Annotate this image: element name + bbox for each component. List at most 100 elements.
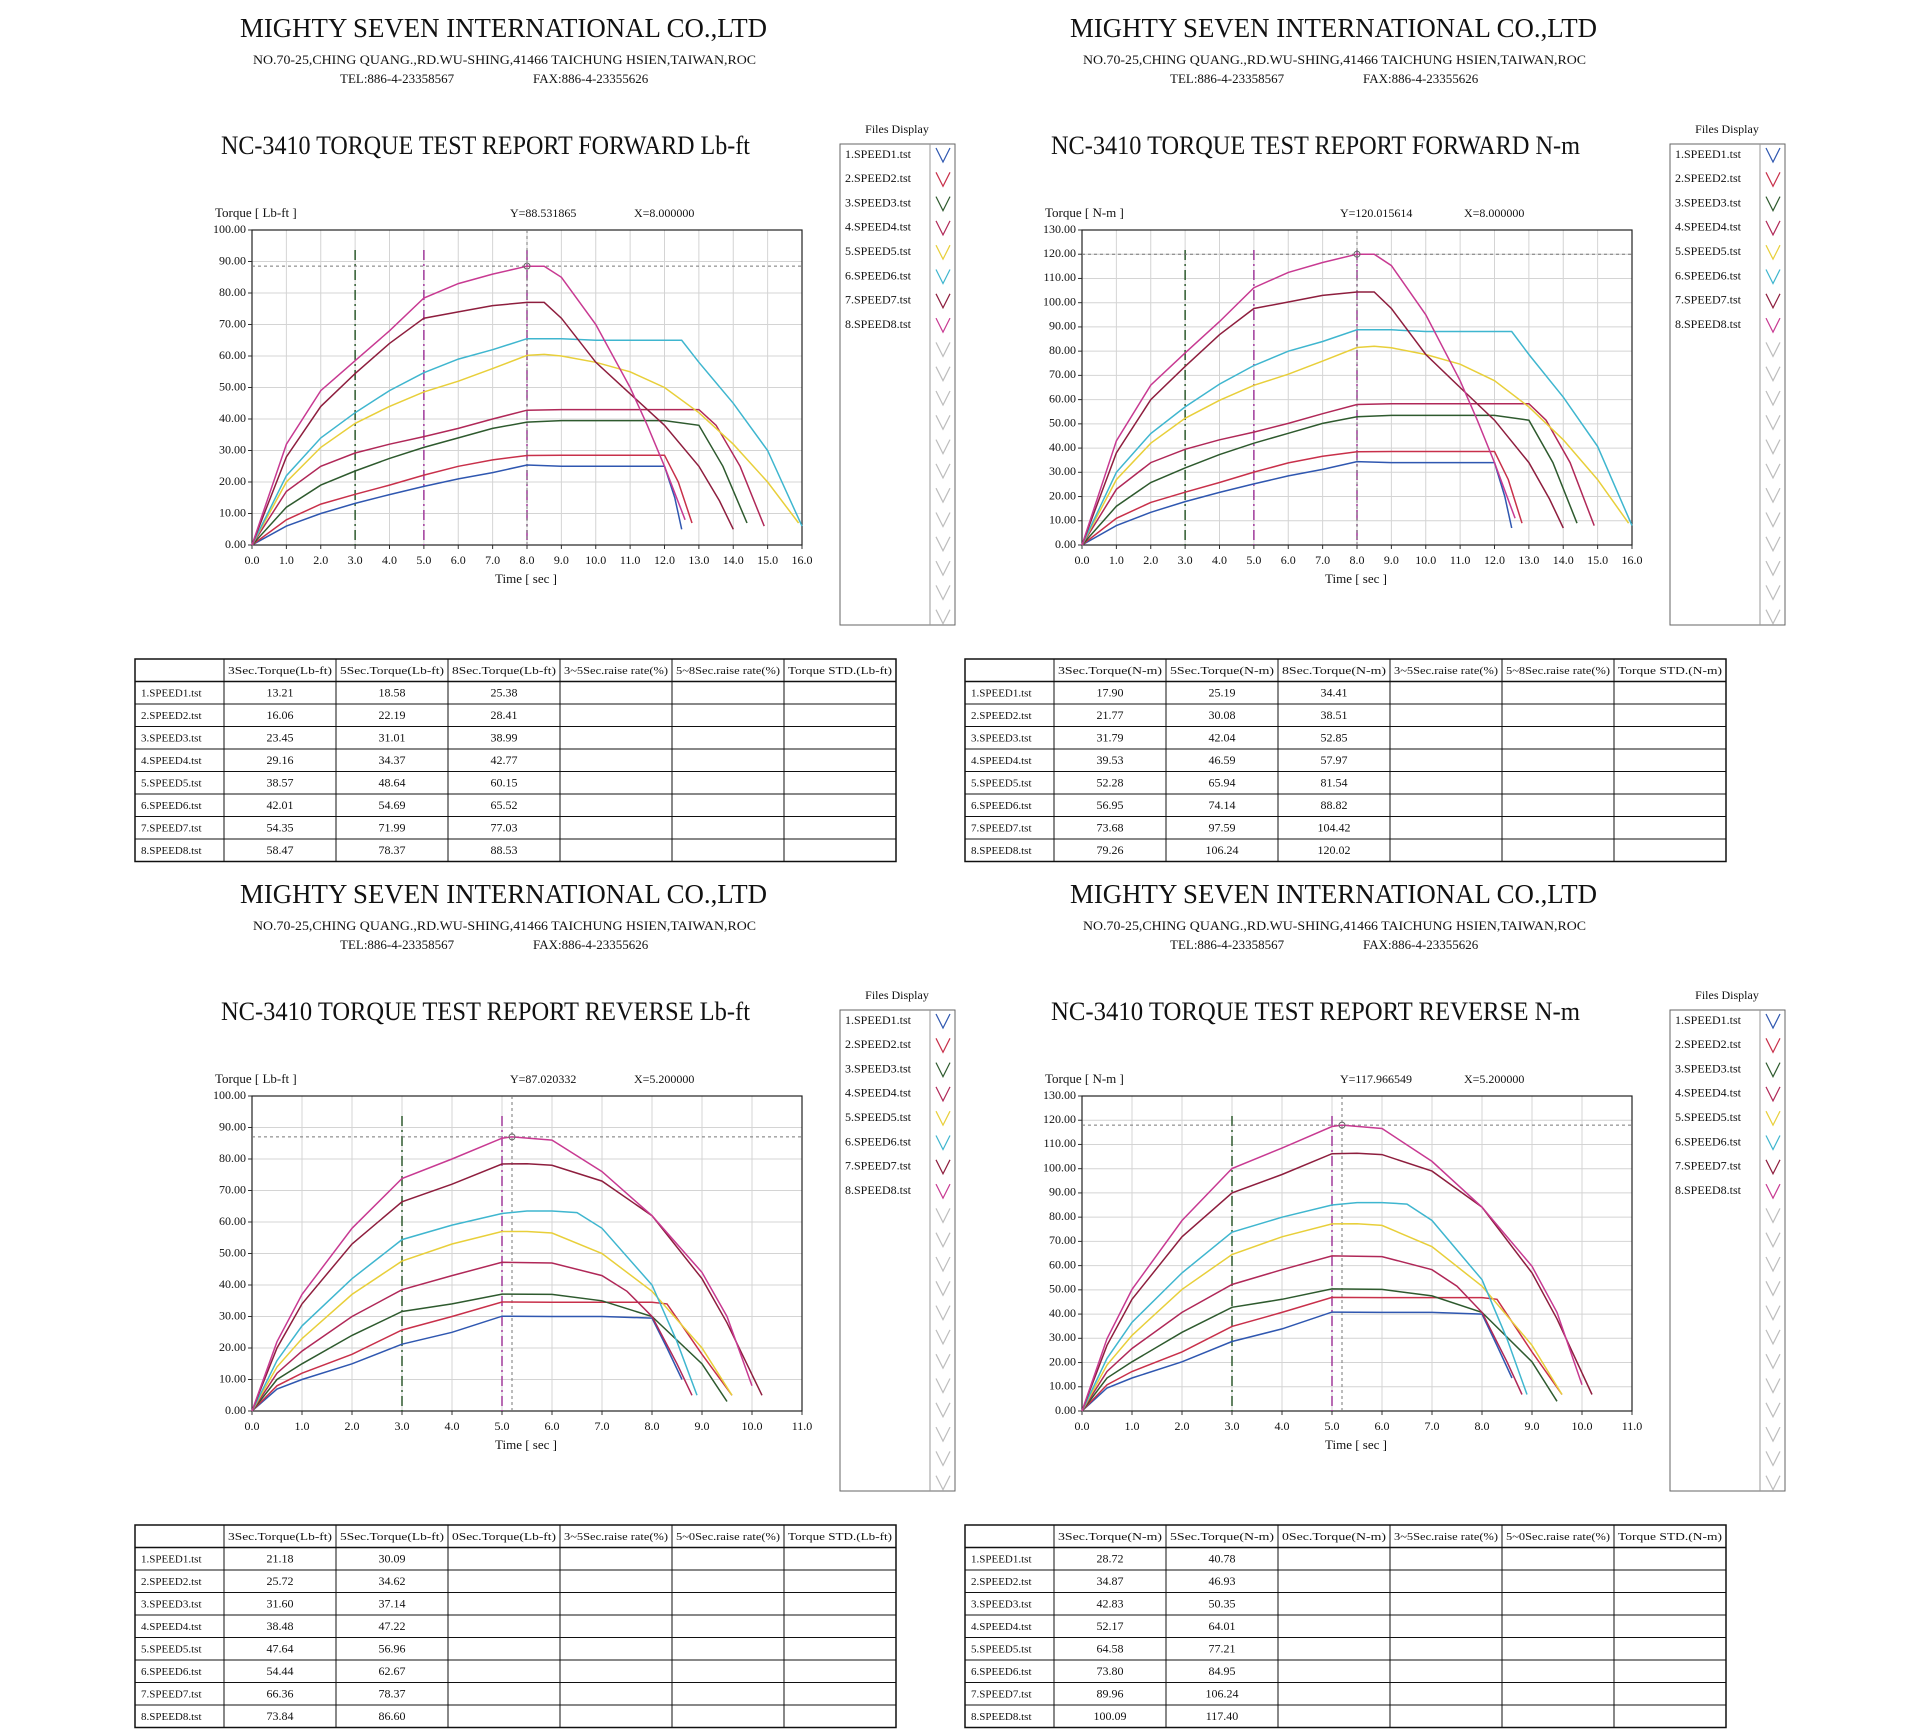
- table-cell: 13.21: [267, 686, 294, 700]
- table-cell: 89.96: [1097, 1687, 1124, 1701]
- legend-slot: [935, 463, 951, 480]
- company-address: NO.70-25,CHING QUANG.,RD.WU-SHING,41466 …: [1083, 918, 1586, 933]
- x-tick-label: 15.0: [1587, 553, 1608, 567]
- table-header: 3Sec.Torque(Lb-ft): [228, 665, 332, 677]
- legend-entry: 2.SPEED2.tst: [1675, 171, 1742, 185]
- report-panel: MIGHTY SEVEN INTERNATIONAL CO.,LTD NO.70-…: [964, 879, 1786, 1729]
- torque-curve: [1081, 1288, 1558, 1412]
- legend-entry: 6.SPEED6.tst: [845, 268, 912, 282]
- y-tick-label: 10.00: [219, 1371, 246, 1385]
- table-row-file: 3.SPEED3.tst: [141, 1598, 202, 1610]
- legend-swatch: [935, 1062, 951, 1078]
- table-frame: [134, 658, 897, 863]
- y-tick-label: 30.00: [1049, 464, 1076, 478]
- table-cell: 30.08: [1209, 708, 1236, 722]
- legend-swatch: [935, 244, 951, 261]
- y-tick-label: 70.00: [1049, 1233, 1076, 1247]
- table-cell: 21.18: [267, 1552, 294, 1566]
- legend-swatch: [935, 1159, 951, 1176]
- table-cell: 54.35: [267, 821, 294, 835]
- table-cell: 62.67: [379, 1664, 406, 1678]
- x-tick-label: 6.0: [1375, 1419, 1390, 1433]
- table-row-file: 5.SPEED5.tst: [141, 1643, 202, 1655]
- x-tick-label: 8.0: [1475, 1419, 1490, 1433]
- x-tick-label: 14.0: [1553, 553, 1574, 567]
- y-tick-label: 110.00: [1043, 270, 1076, 284]
- x-tick-label: 1.0: [279, 553, 294, 567]
- legend-entry: 3.SPEED3.tst: [845, 195, 912, 209]
- table-row-file: 8.SPEED8.tst: [141, 845, 202, 857]
- table-cell: 25.38: [491, 686, 518, 700]
- legend-slot: [935, 1305, 951, 1321]
- table-cell: 38.51: [1321, 708, 1348, 722]
- legend-swatch: [935, 1086, 951, 1103]
- table-frame: [134, 1524, 897, 1729]
- legend-swatch: [1765, 196, 1781, 212]
- legend-slot: [935, 512, 951, 528]
- legend-box: [839, 143, 956, 626]
- torque-curve: [251, 353, 800, 546]
- legend-slot: [1765, 487, 1781, 504]
- y-axis-label: Torque [ Lb-ft ]: [215, 1071, 297, 1086]
- table-cell: 34.62: [379, 1574, 406, 1588]
- legend-swatch: [1765, 220, 1781, 237]
- table-cell: 97.59: [1209, 821, 1236, 835]
- report-panel: MIGHTY SEVEN INTERNATIONAL CO.,LTD NO.70-…: [964, 13, 1786, 863]
- table-cell: 31.79: [1097, 731, 1124, 745]
- y-tick-label: 30.00: [219, 442, 246, 456]
- torque-curve: [1081, 291, 1564, 546]
- y-tick-label: 40.00: [219, 411, 246, 425]
- x-tick-label: 9.0: [1384, 553, 1399, 567]
- torque-curve: [1081, 345, 1630, 546]
- y-tick-label: 0.00: [225, 537, 246, 551]
- table-cell: 16.06: [267, 708, 294, 722]
- x-tick-label: 3.0: [1225, 1419, 1240, 1433]
- table-cell: 54.44: [267, 1664, 294, 1678]
- x-tick-label: 9.0: [554, 553, 569, 567]
- legend-swatch: [935, 269, 951, 285]
- table-row-file: 5.SPEED5.tst: [971, 1643, 1032, 1655]
- x-tick-label: 12.0: [654, 553, 675, 567]
- company-address: NO.70-25,CHING QUANG.,RD.WU-SHING,41466 …: [1083, 52, 1586, 67]
- company-name: MIGHTY SEVEN INTERNATIONAL CO.,LTD: [1070, 13, 1597, 43]
- y-tick-label: 90.00: [219, 253, 246, 267]
- company-tel: TEL:886-4-23358567: [340, 937, 455, 952]
- legend-swatch: [1765, 1086, 1781, 1103]
- x-tick-label: 13.0: [688, 553, 709, 567]
- table-cell: 78.37: [379, 1687, 406, 1701]
- torque-curve: [1081, 1255, 1523, 1412]
- legend-swatch: [1765, 1159, 1781, 1176]
- x-tick-label: 8.0: [645, 1419, 660, 1433]
- y-tick-label: 50.00: [219, 379, 246, 393]
- x-tick-label: 3.0: [1178, 553, 1193, 567]
- y-axis-label: Torque [ N-m ]: [1045, 1071, 1124, 1086]
- table-cell: 73.68: [1097, 821, 1124, 835]
- legend-entry: 1.SPEED1.tst: [845, 147, 912, 161]
- x-tick-label: 13.0: [1518, 553, 1539, 567]
- torque-curve: [1081, 1311, 1513, 1412]
- table-cell: 37.14: [379, 1597, 406, 1611]
- company-tel: TEL:886-4-23358567: [1170, 937, 1285, 952]
- legend-slot: [1765, 1232, 1781, 1249]
- legend-entry: 3.SPEED3.tst: [845, 1061, 912, 1075]
- table-cell: 64.58: [1097, 1642, 1124, 1656]
- legend-slot: [935, 390, 951, 407]
- y-tick-label: 70.00: [1049, 367, 1076, 381]
- x-tick-label: 2.0: [1175, 1419, 1190, 1433]
- table-row-file: 8.SPEED8.tst: [971, 845, 1032, 857]
- table-row-file: 7.SPEED7.tst: [141, 822, 202, 834]
- legend-swatch: [1765, 1013, 1781, 1030]
- table-frame: [964, 658, 1727, 863]
- legend-swatch: [1765, 1062, 1781, 1078]
- legend-swatch: [935, 293, 951, 310]
- torque-curve: [251, 419, 748, 546]
- y-tick-label: 100.00: [213, 222, 246, 236]
- table-cell: 79.26: [1097, 843, 1124, 857]
- table-header: 5Sec.Torque(N-m): [1170, 1531, 1274, 1543]
- table-cell: 54.69: [379, 798, 406, 812]
- legend-slot: [935, 1353, 951, 1370]
- legend-slot: [935, 609, 951, 626]
- table-header: 3Sec.Torque(N-m): [1058, 665, 1162, 677]
- x-tick-label: 1.0: [1125, 1419, 1140, 1433]
